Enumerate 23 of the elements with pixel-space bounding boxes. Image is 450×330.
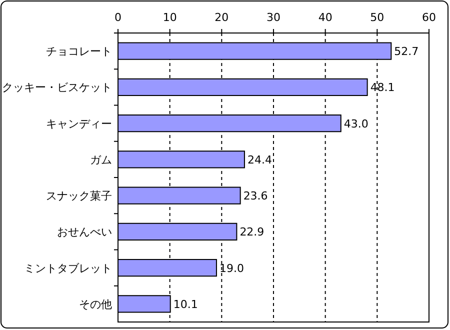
data-label: 24.4 [247, 153, 272, 166]
y-tick-label: ガム [90, 153, 112, 166]
y-tick-label: チョコレート [46, 45, 112, 58]
x-tick-label: 10 [162, 11, 177, 24]
x-tick-label: 30 [266, 11, 280, 24]
data-label: 43.0 [344, 117, 368, 130]
x-tick-label: 60 [422, 11, 436, 24]
data-label: 19.0 [219, 262, 244, 275]
data-label: 10.1 [173, 298, 198, 311]
y-tick-label: その他 [79, 298, 112, 311]
x-tick-label: 0 [114, 11, 122, 24]
data-label: 23.6 [243, 190, 268, 203]
x-tick-label: 50 [370, 11, 384, 24]
data-label: 48.1 [370, 81, 395, 94]
y-tick-label: おせんべい [57, 226, 112, 239]
x-tick-label: 20 [214, 11, 229, 24]
data-label: 22.9 [240, 226, 264, 239]
y-tick-label: キャンディー [46, 117, 112, 130]
y-tick-label: ミントタブレット [24, 262, 112, 275]
y-tick-label: スナック菓子 [46, 190, 112, 203]
x-tick-label: 40 [318, 11, 332, 24]
data-label: 52.7 [394, 45, 419, 58]
y-tick-label: クッキー・ビスケット [2, 81, 112, 94]
